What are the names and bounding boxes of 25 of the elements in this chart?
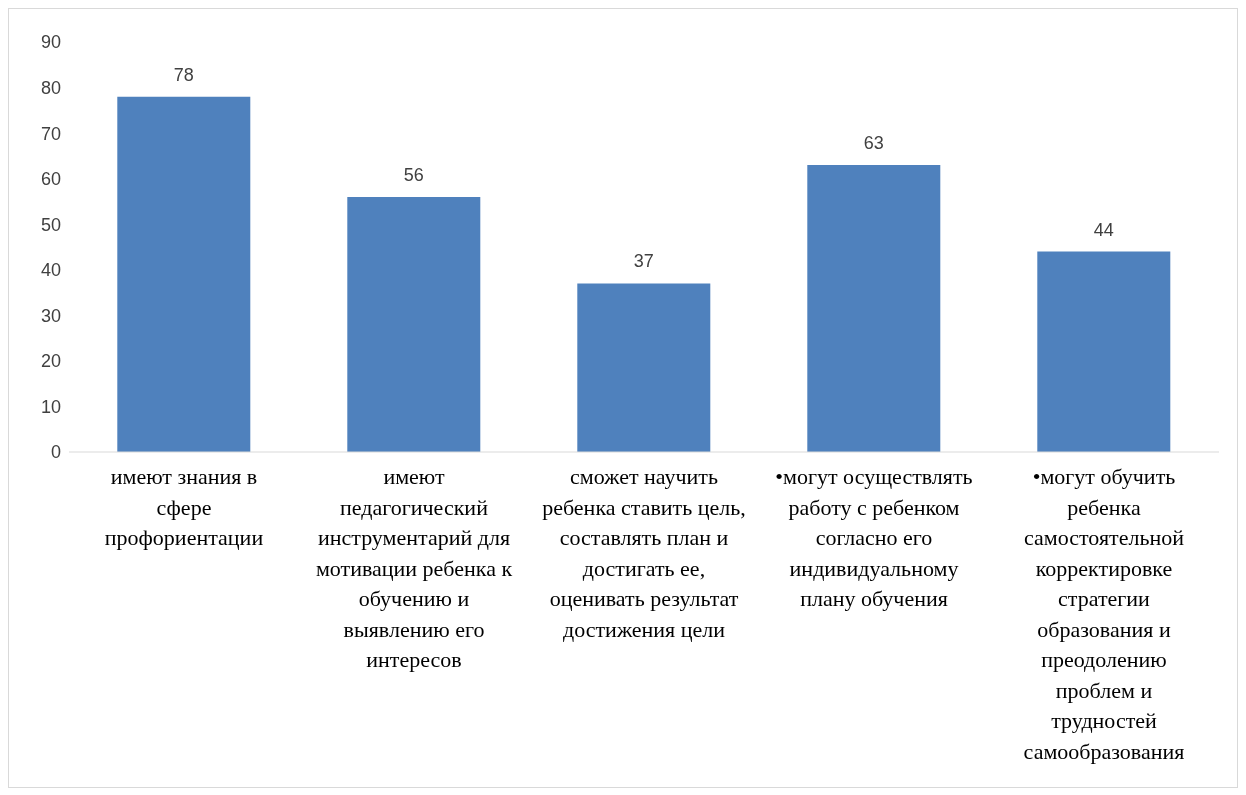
y-tick-label: 90 bbox=[40, 32, 61, 53]
data-label: 44 bbox=[1093, 219, 1114, 240]
data-label: 56 bbox=[403, 164, 424, 185]
y-tick-label: 70 bbox=[40, 123, 61, 144]
bar bbox=[807, 165, 941, 452]
y-tick-label: 50 bbox=[40, 214, 61, 235]
y-tick-label: 40 bbox=[40, 260, 61, 281]
category-label: •могут обучить ребенка самостоятельной корректировке стратегии образования и преодолению проблем и трудностей самообразования bbox=[1023, 464, 1185, 764]
bar bbox=[117, 96, 251, 452]
data-label: 37 bbox=[633, 251, 654, 272]
data-label: 63 bbox=[863, 133, 884, 153]
y-tick-label: 0 bbox=[50, 442, 61, 463]
x-tick-label: имеют педагогический инструментарий для мотивации ребенка к обучению и выявлению его интересов bbox=[315, 464, 513, 672]
data-label: 78 bbox=[173, 64, 194, 85]
y-tick-label: 80 bbox=[40, 77, 61, 98]
y-tick-label: 30 bbox=[40, 305, 61, 326]
x-tick-label: сможет научить ребенка ставить цель, составлять план и достигать ее, оценивать результат достижения цели bbox=[542, 464, 746, 642]
bar bbox=[1037, 251, 1171, 452]
y-tick-label: 60 bbox=[40, 169, 61, 190]
x-tick-label: имеют знания в сфере профориентации bbox=[104, 464, 264, 550]
bar bbox=[577, 283, 711, 452]
x-tick-label: •могут осуществлять работу с ребенком согласно его индивидуальному плану обучения bbox=[775, 464, 973, 611]
bar bbox=[347, 196, 481, 452]
y-tick-label: 10 bbox=[40, 396, 61, 417]
y-tick-label: 20 bbox=[40, 351, 61, 372]
